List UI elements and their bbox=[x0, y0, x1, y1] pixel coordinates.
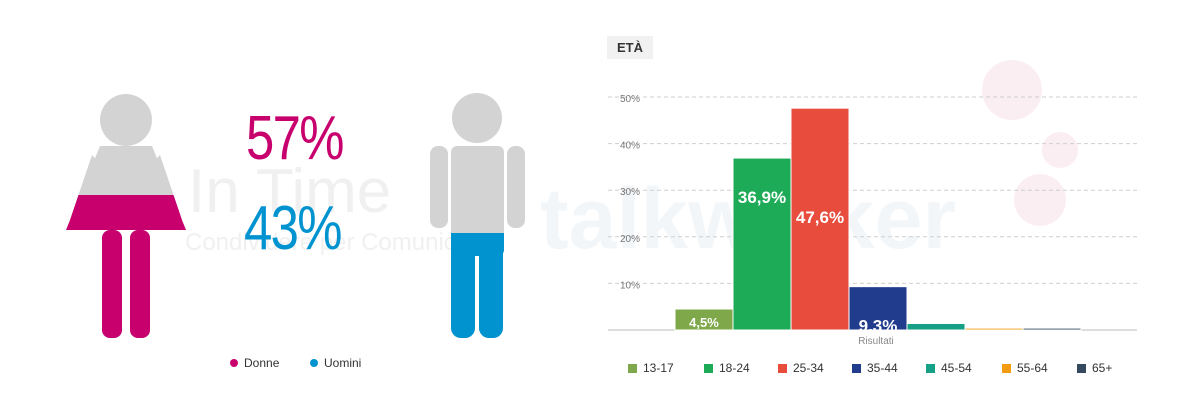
legend-swatch-icon bbox=[852, 363, 861, 373]
bar-35-44[interactable] bbox=[848, 286, 908, 331]
legend-item-65+[interactable]: 65+ bbox=[1077, 361, 1117, 375]
data-label: 36,9% bbox=[738, 188, 786, 207]
y-tick-label: 10% bbox=[620, 280, 640, 291]
women-percentage: 57% bbox=[246, 104, 344, 173]
legend-label: 35-44 bbox=[867, 361, 898, 375]
legend-swatch-icon bbox=[628, 363, 637, 373]
legend-swatch-icon bbox=[778, 363, 787, 373]
legend-swatch-icon bbox=[1002, 363, 1011, 373]
legend-label: 45-54 bbox=[941, 361, 972, 375]
legend-item-45-54[interactable]: 45-54 bbox=[926, 361, 1002, 375]
bar-45-54[interactable] bbox=[906, 322, 966, 331]
legend-item-women[interactable]: Donne bbox=[230, 356, 279, 370]
legend-item-55-64[interactable]: 55-64 bbox=[1002, 361, 1077, 375]
legend-label: 65+ bbox=[1092, 361, 1113, 375]
y-tick-label: 40% bbox=[620, 141, 640, 152]
legend-label: 13-17 bbox=[643, 361, 674, 375]
woman-icon bbox=[66, 94, 186, 338]
y-tick-label: 30% bbox=[620, 187, 640, 198]
x-axis-label: Risultati bbox=[858, 336, 894, 347]
age-legend: 13-17 18-24 25-34 35-44 45-54 55-64 65+ bbox=[628, 361, 1117, 375]
bar-18-24[interactable] bbox=[732, 157, 792, 331]
age-bar-chart: 10% 20% 30% 40% 50% 4,5% 36,9% 47,6% 9,3%Risulta… bbox=[608, 94, 1137, 347]
legend-item-13-17[interactable]: 13-17 bbox=[628, 361, 704, 375]
bar-55-64[interactable] bbox=[964, 327, 1024, 331]
legend-label-men: Uomini bbox=[324, 356, 362, 370]
gender-figures bbox=[66, 93, 525, 338]
bar-25-34[interactable] bbox=[790, 107, 850, 331]
legend-swatch-icon bbox=[704, 363, 713, 373]
data-label: 9,3% bbox=[859, 317, 898, 336]
legend-item-35-44[interactable]: 35-44 bbox=[852, 361, 926, 375]
legend-swatch-icon bbox=[1077, 363, 1086, 373]
legend-label: 25-34 bbox=[793, 361, 824, 375]
legend-label-women: Donne bbox=[244, 356, 280, 370]
legend-item-25-34[interactable]: 25-34 bbox=[778, 361, 852, 375]
legend-item-men[interactable]: Uomini bbox=[310, 356, 361, 370]
y-tick-label: 50% bbox=[620, 94, 640, 105]
chart-title-text: ETÀ bbox=[617, 40, 643, 55]
women-dot-icon bbox=[230, 359, 238, 367]
legend-label: 55-64 bbox=[1017, 361, 1048, 375]
bar-65+[interactable] bbox=[1022, 327, 1082, 331]
data-label: 47,6% bbox=[796, 208, 844, 227]
legend-item-18-24[interactable]: 18-24 bbox=[704, 361, 778, 375]
gender-panel: 57% 43% Donne Uomini bbox=[0, 0, 560, 405]
data-label: 4,5% bbox=[689, 315, 719, 330]
chart-title: ETÀ bbox=[607, 36, 653, 59]
men-dot-icon bbox=[310, 359, 318, 367]
legend-label: 18-24 bbox=[719, 361, 750, 375]
man-icon bbox=[430, 93, 525, 338]
men-percentage: 43% bbox=[244, 194, 342, 263]
y-tick-label: 20% bbox=[620, 234, 640, 245]
legend-swatch-icon bbox=[926, 363, 935, 373]
